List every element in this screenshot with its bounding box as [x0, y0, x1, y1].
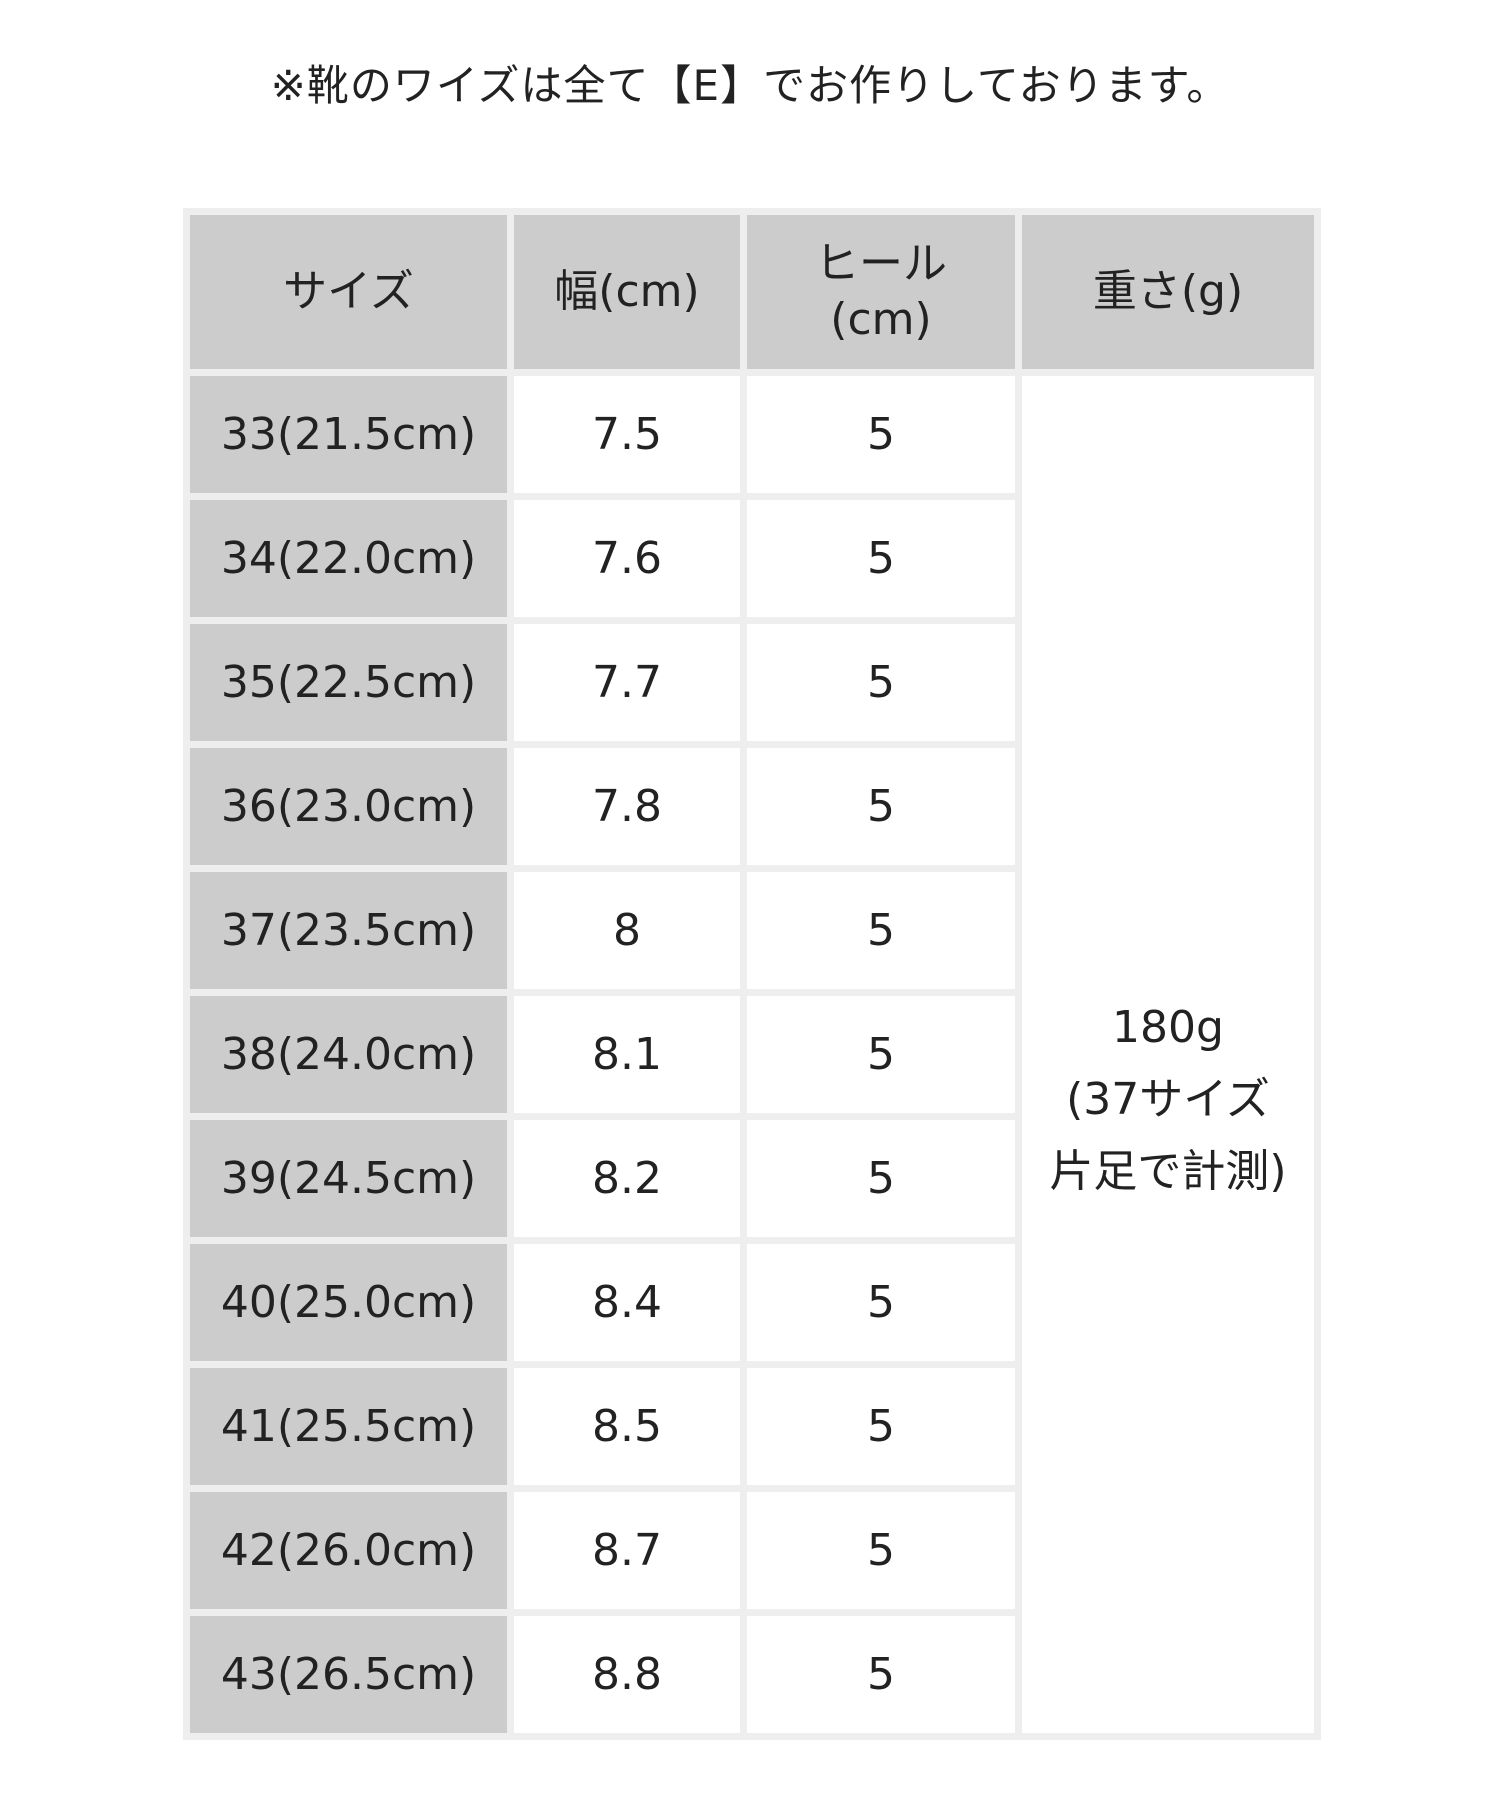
table-row: 41(25.5cm) 8.5 5: [190, 1368, 1314, 1485]
width-cell: 8.1: [514, 996, 740, 1113]
heel-cell: 5: [747, 1120, 1015, 1237]
heel-cell: 5: [747, 1368, 1015, 1485]
weight-line: 片足で計測): [1049, 1145, 1287, 1197]
width-cell: 8.4: [514, 1244, 740, 1361]
width-cell: 8.2: [514, 1120, 740, 1237]
header-heel: ヒール (cm): [747, 215, 1015, 369]
table-row: 33(21.5cm) 7.5 5 180g (37サイズ 片足で計測): [190, 376, 1314, 1733]
size-cell: 38(24.0cm): [190, 996, 507, 1113]
table-row: 36(23.0cm) 7.8 5: [190, 748, 1314, 865]
size-cell: 33(21.5cm): [190, 376, 507, 493]
header-row: サイズ 幅(cm) ヒール (cm) 重さ(g): [190, 215, 1314, 369]
size-cell: 41(25.5cm): [190, 1368, 507, 1485]
size-cell: 43(26.5cm): [190, 1616, 507, 1733]
table-row: 34(22.0cm) 7.6 5: [190, 500, 1314, 617]
heel-cell: 5: [747, 376, 1015, 493]
header-size: サイズ: [190, 215, 507, 369]
size-table: サイズ 幅(cm) ヒール (cm) 重さ(g) 33(21.5cm) 7.5 5 1…: [183, 208, 1321, 1740]
heel-cell: 5: [747, 624, 1015, 741]
heel-cell: 5: [747, 1616, 1015, 1733]
table-row: 43(26.5cm) 8.8 5: [190, 1616, 1314, 1733]
header-weight: 重さ(g): [1022, 215, 1314, 369]
size-cell: 40(25.0cm): [190, 1244, 507, 1361]
heel-cell: 5: [747, 500, 1015, 617]
width-cell: 7.7: [514, 624, 740, 741]
weight-cell: 180g (37サイズ 片足で計測): [1022, 376, 1314, 1733]
heel-cell: 5: [747, 872, 1015, 989]
width-cell: 8: [514, 872, 740, 989]
width-cell: 7.6: [514, 500, 740, 617]
heel-cell: 5: [747, 1244, 1015, 1361]
width-cell: 8.7: [514, 1492, 740, 1609]
table-row: 42(26.0cm) 8.7 5: [190, 1492, 1314, 1609]
wise-note: ※靴のワイズは全て【E】でお作りしております。: [270, 61, 1230, 110]
weight-line: (37サイズ: [1066, 1073, 1270, 1125]
size-cell: 39(24.5cm): [190, 1120, 507, 1237]
size-cell: 42(26.0cm): [190, 1492, 507, 1609]
size-cell: 35(22.5cm): [190, 624, 507, 741]
width-cell: 7.8: [514, 748, 740, 865]
size-cell: 34(22.0cm): [190, 500, 507, 617]
table-row: 39(24.5cm) 8.2 5: [190, 1120, 1314, 1237]
size-cell: 37(23.5cm): [190, 872, 507, 989]
width-cell: 8.8: [514, 1616, 740, 1733]
weight-line: 180g: [1112, 1001, 1224, 1053]
table-row: 37(23.5cm) 8 5: [190, 872, 1314, 989]
heel-cell: 5: [747, 996, 1015, 1113]
header-width: 幅(cm): [514, 215, 740, 369]
table-row: 40(25.0cm) 8.4 5: [190, 1244, 1314, 1361]
table-row: 35(22.5cm) 7.7 5: [190, 624, 1314, 741]
heel-cell: 5: [747, 748, 1015, 865]
size-cell: 36(23.0cm): [190, 748, 507, 865]
heel-cell: 5: [747, 1492, 1015, 1609]
width-cell: 7.5: [514, 376, 740, 493]
table-row: 38(24.0cm) 8.1 5: [190, 996, 1314, 1113]
width-cell: 8.5: [514, 1368, 740, 1485]
